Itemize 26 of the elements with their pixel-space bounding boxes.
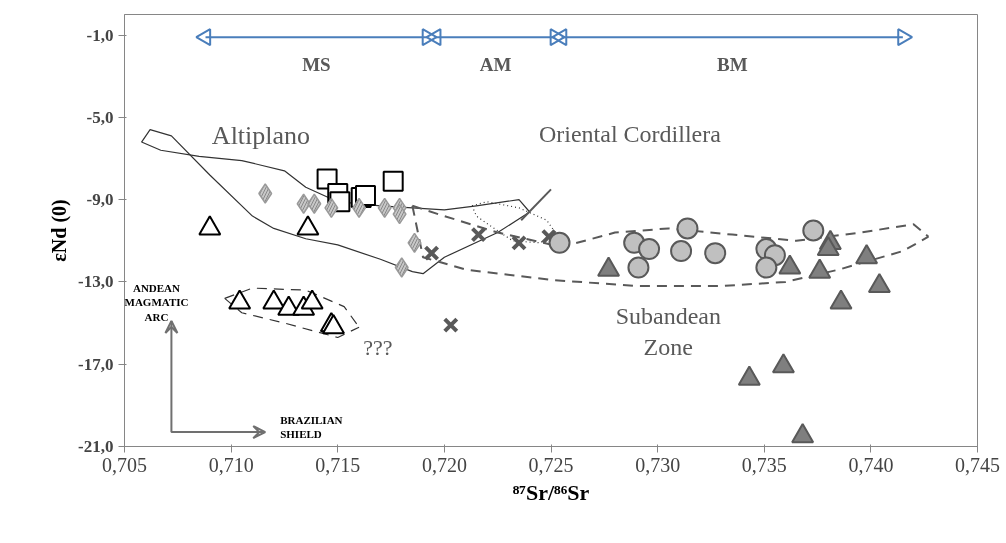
x-tick-label: 0,715 <box>315 453 361 476</box>
annotation: ??? <box>363 335 393 361</box>
x-tick-label: 0,705 <box>102 453 147 476</box>
annotation: Subandean Zone <box>615 302 721 360</box>
annotation: ANDEAN MAGMATIC ARC <box>124 281 189 323</box>
x-tick-label: 0,735 <box>741 453 787 476</box>
x-tick-label: 0,710 <box>208 453 254 476</box>
y-tick-label: -5,0 <box>86 107 114 127</box>
x-tick-label: 0,745 <box>955 453 1000 476</box>
x-tick-label: 0,720 <box>421 453 467 476</box>
x-axis-title: ⁸⁷Sr/⁸⁶Sr <box>512 479 590 505</box>
annotation: MS <box>302 53 331 75</box>
annotation: Oriental Cordillera <box>538 121 722 148</box>
x-tick-label: 0,725 <box>528 453 574 476</box>
x-tick-label: 0,740 <box>848 453 894 476</box>
y-tick-label: -9,0 <box>86 190 114 210</box>
annotation: BM <box>716 53 748 75</box>
annotation: AM <box>479 53 512 75</box>
y-axis-title: εNd (0) <box>48 199 72 262</box>
y-tick-label: -1,0 <box>86 25 114 45</box>
y-tick-label: -21,0 <box>78 437 114 456</box>
y-tick-label: -17,0 <box>78 354 114 374</box>
y-tick-label: -13,0 <box>78 272 114 292</box>
x-tick-label: 0,730 <box>635 453 681 476</box>
annotation: Altiplano <box>211 121 311 151</box>
annotation: BRAZILIAN SHIELD <box>280 413 343 440</box>
